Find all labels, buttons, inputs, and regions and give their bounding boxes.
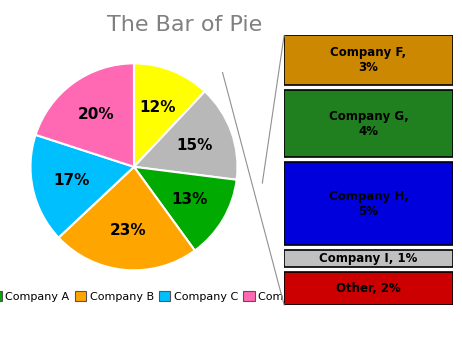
Wedge shape — [36, 63, 134, 167]
Wedge shape — [134, 91, 237, 180]
Wedge shape — [30, 135, 134, 238]
Text: 12%: 12% — [140, 100, 176, 115]
Legend: Company A, Company B, Company C, Company D, Company E: Company A, Company B, Company C, Company… — [0, 286, 411, 306]
Wedge shape — [134, 167, 237, 250]
Wedge shape — [134, 63, 205, 167]
Text: 13%: 13% — [171, 192, 207, 207]
Text: Company H,
5%: Company H, 5% — [328, 189, 408, 218]
Text: Other, 2%: Other, 2% — [336, 282, 401, 295]
FancyBboxPatch shape — [284, 35, 453, 85]
FancyBboxPatch shape — [284, 162, 453, 245]
Text: 20%: 20% — [78, 108, 115, 122]
Text: 17%: 17% — [53, 173, 90, 188]
FancyBboxPatch shape — [284, 90, 453, 157]
Text: 23%: 23% — [109, 223, 146, 238]
Wedge shape — [59, 167, 195, 270]
Text: The Bar of Pie: The Bar of Pie — [107, 15, 262, 35]
Text: 15%: 15% — [176, 137, 213, 153]
Text: Company I, 1%: Company I, 1% — [319, 252, 418, 265]
Text: Company G,
4%: Company G, 4% — [328, 110, 408, 137]
Text: Company F,
3%: Company F, 3% — [330, 47, 407, 74]
FancyBboxPatch shape — [284, 250, 453, 267]
FancyBboxPatch shape — [284, 272, 453, 305]
